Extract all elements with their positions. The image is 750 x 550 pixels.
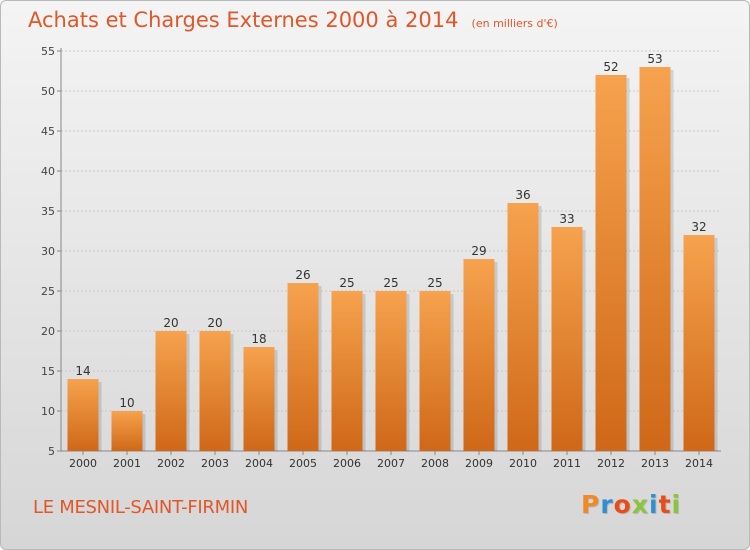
bar-2010	[507, 203, 539, 451]
x-tick-label: 2010	[509, 457, 537, 470]
data-label: 14	[75, 364, 90, 378]
data-label: 26	[295, 268, 310, 282]
data-label: 25	[339, 276, 354, 290]
bar-2009	[463, 259, 495, 451]
data-label: 25	[383, 276, 398, 290]
y-tick-label: 25	[41, 285, 55, 298]
bar-2014	[683, 235, 715, 451]
bars	[67, 67, 718, 451]
bar-2004	[243, 347, 275, 451]
y-tick-label: 40	[41, 165, 55, 178]
city-name: LE MESNIL-SAINT-FIRMIN	[33, 497, 248, 518]
data-label: 25	[427, 276, 442, 290]
data-label: 33	[559, 212, 574, 226]
data-label: 10	[119, 396, 134, 410]
logo-letter: i	[649, 490, 659, 519]
logo-letter: P	[581, 490, 601, 519]
y-tick-label: 5	[48, 445, 55, 458]
x-tick-label: 2009	[465, 457, 493, 470]
proxiti-logo[interactable]: Proxiti	[581, 490, 681, 519]
x-tick-label: 2003	[201, 457, 229, 470]
data-label: 53	[647, 52, 662, 66]
logo-letter: t	[658, 490, 672, 519]
y-tick-label: 50	[41, 85, 55, 98]
y-tick-label: 55	[41, 45, 55, 58]
logo-letter: r	[600, 490, 614, 519]
data-label: 32	[691, 220, 706, 234]
x-tick-label: 2006	[333, 457, 361, 470]
data-label: 18	[251, 332, 266, 346]
x-axis-tick-labels: 2000 2001 2002 2003 2004 2005 2006 2007 2008 2009…	[69, 457, 713, 470]
bar-2001	[111, 411, 143, 451]
x-tick-label: 2000	[69, 457, 97, 470]
data-labels: 14 10 20 20 18 26 25 25 25 29 36 33 52 53 32	[75, 52, 706, 410]
y-tick-label: 30	[41, 245, 55, 258]
x-tick-label: 2005	[289, 457, 317, 470]
data-label: 20	[163, 316, 178, 330]
chart-header: Achats et Charges Externes 2000 à 2014 (…	[28, 8, 558, 32]
x-tick-label: 2001	[113, 457, 141, 470]
x-tick-label: 2013	[641, 457, 669, 470]
y-tick-label: 10	[41, 405, 55, 418]
bar-2011	[551, 227, 583, 451]
bar-2007	[375, 291, 407, 451]
data-label: 36	[515, 188, 530, 202]
data-label: 29	[471, 244, 486, 258]
logo-letter: x	[631, 490, 649, 519]
data-label: 20	[207, 316, 222, 330]
x-tick-label: 2014	[685, 457, 713, 470]
bar-2005	[287, 283, 319, 451]
x-tick-label: 2007	[377, 457, 405, 470]
x-tick-label: 2012	[597, 457, 625, 470]
data-label: 52	[603, 60, 618, 74]
logo-letter: i	[671, 490, 682, 519]
y-tick-label: 20	[41, 325, 55, 338]
bar-2013	[639, 67, 671, 451]
x-tick-label: 2011	[553, 457, 581, 470]
y-tick-label: 45	[41, 125, 55, 138]
y-tick-label: 15	[41, 365, 55, 378]
bar-2000	[67, 379, 99, 451]
bar-2002	[155, 331, 187, 451]
bar-2008	[419, 291, 451, 451]
chart-unit-label: (en milliers d'€)	[471, 17, 558, 30]
logo-letter: o	[613, 490, 632, 519]
x-tick-label: 2008	[421, 457, 449, 470]
y-axis-tick-labels: 5 10 15 20 25 30 35 40 45 50 55	[41, 45, 55, 458]
x-tick-label: 2002	[157, 457, 185, 470]
bar-2003	[199, 331, 231, 451]
x-tick-label: 2004	[245, 457, 273, 470]
chart-title: Achats et Charges Externes 2000 à 2014	[28, 8, 459, 32]
bar-2012	[595, 75, 627, 451]
bar-2006	[331, 291, 363, 451]
y-tick-label: 35	[41, 205, 55, 218]
